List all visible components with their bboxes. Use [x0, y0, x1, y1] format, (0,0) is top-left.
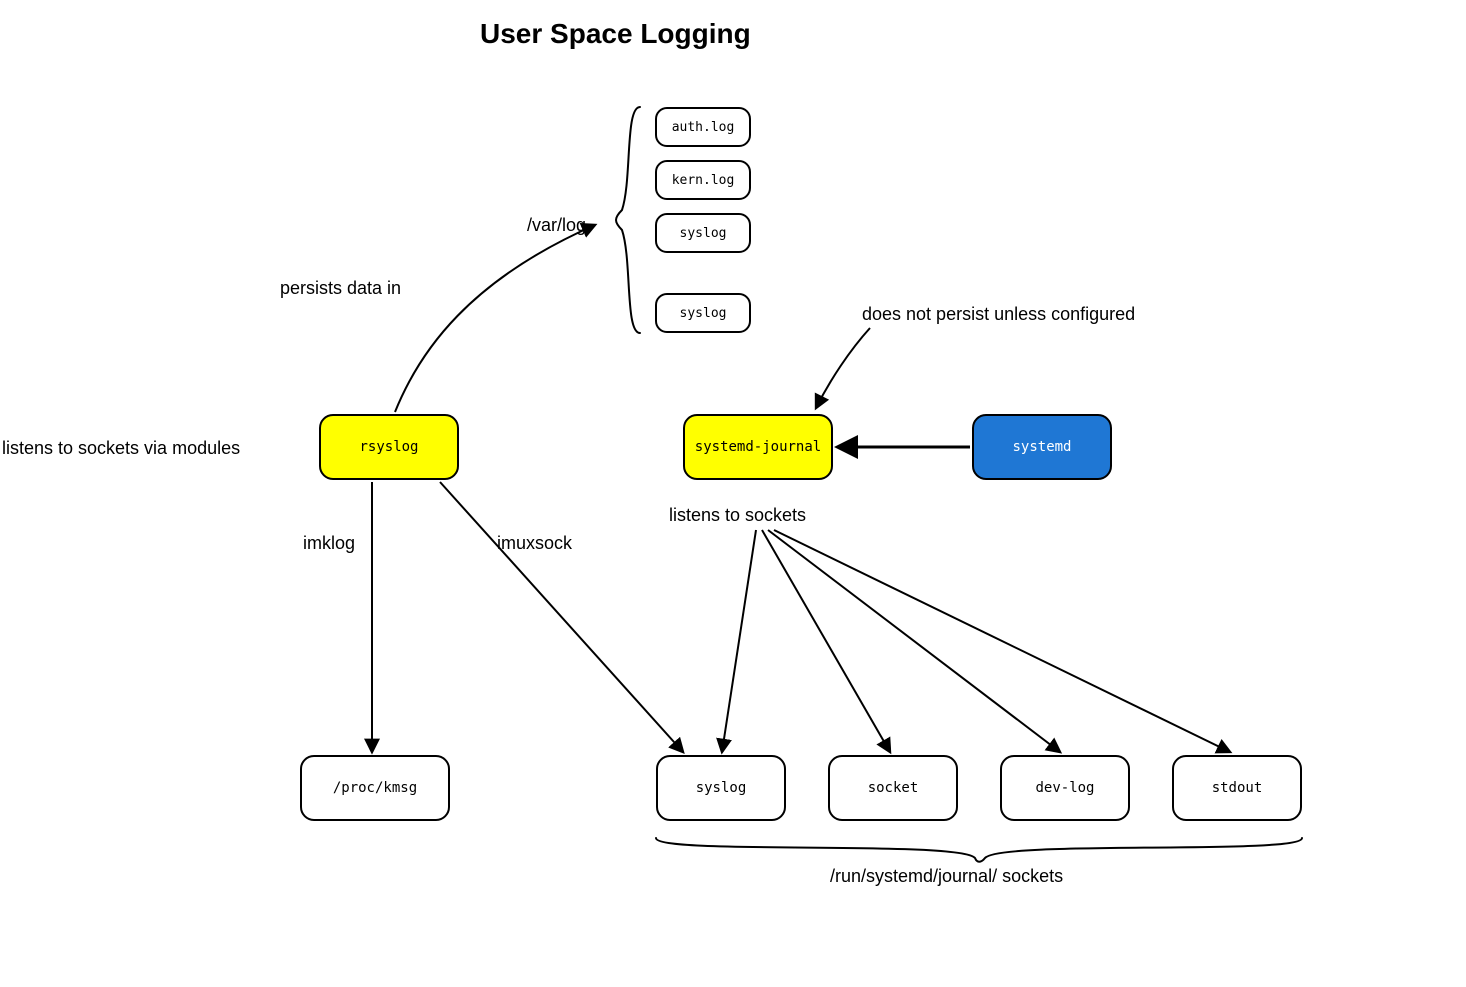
label-imuxsock: imuxsock: [497, 533, 572, 554]
diagram-canvas: User Space Logging rsyslog systemd-journa…: [0, 0, 1466, 987]
node-log-syslog2: syslog: [655, 293, 751, 333]
node-rsyslog: rsyslog: [319, 414, 459, 480]
node-systemd: systemd: [972, 414, 1112, 480]
edge-e-j-stdout: [774, 530, 1230, 752]
label-listen-sock: listens to sockets: [669, 505, 806, 526]
edge-e-j-socket: [762, 530, 890, 752]
label-varlog: /var/log: [527, 215, 586, 236]
edge-e-j-devlog: [768, 530, 1060, 752]
node-log-syslog1: syslog: [655, 213, 751, 253]
label-imklog: imklog: [303, 533, 355, 554]
edges-layer: [0, 0, 1466, 987]
node-systemd-journal: systemd-journal: [683, 414, 833, 480]
node-sock-socket: socket: [828, 755, 958, 821]
label-run-journal: /run/systemd/journal/ sockets: [830, 866, 1063, 887]
edge-e-nopersist: [816, 328, 870, 408]
edge-e-rsyslog-varlog: [395, 225, 595, 412]
node-log-auth: auth.log: [655, 107, 751, 147]
label-persists: persists data in: [280, 278, 401, 299]
deco-brace-varlog: [616, 107, 640, 333]
diagram-title: User Space Logging: [480, 18, 751, 50]
edge-e-rsyslog-syslog: [440, 482, 683, 752]
edge-e-j-syslog: [722, 530, 756, 752]
label-no-persist: does not persist unless configured: [862, 304, 1135, 325]
node-log-kern: kern.log: [655, 160, 751, 200]
node-sock-devlog: dev-log: [1000, 755, 1130, 821]
node-sock-syslog: syslog: [656, 755, 786, 821]
deco-brace-journal: [656, 838, 1302, 862]
node-proc-kmsg: /proc/kmsg: [300, 755, 450, 821]
node-sock-stdout: stdout: [1172, 755, 1302, 821]
label-listen-mod: listens to sockets via modules: [2, 438, 240, 459]
